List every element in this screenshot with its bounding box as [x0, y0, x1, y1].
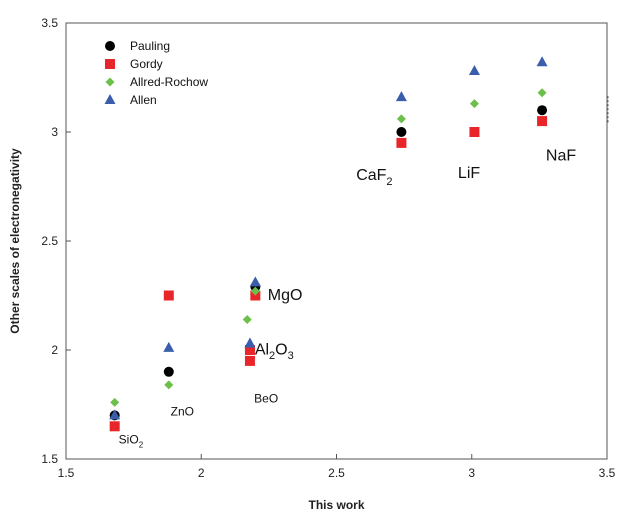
compound-label: CaF2 — [356, 167, 392, 188]
legend-marker — [104, 94, 116, 104]
x-tick-label: 2.5 — [328, 466, 345, 480]
legend: Pauling Gordy Allred-Rochow Allen — [104, 39, 208, 107]
data-point — [244, 337, 256, 348]
y-tick-label: 2 — [51, 343, 58, 357]
data-point — [163, 341, 175, 352]
data-point — [396, 137, 407, 148]
data-point — [396, 127, 407, 137]
data-point — [537, 116, 548, 127]
legend-marker — [105, 41, 115, 51]
y-tick-label: 3.5 — [41, 16, 58, 30]
series-gordy — [109, 116, 548, 432]
y-axis-title: Other scales of electronegativity — [8, 148, 22, 334]
x-axis: 1.5 2 2.5 3 3.5 — [58, 454, 616, 480]
series-allred-rochow — [110, 88, 547, 407]
legend-marker — [105, 59, 115, 69]
data-point — [110, 397, 120, 407]
data-point — [469, 99, 479, 109]
compound-label: ZnO — [171, 404, 194, 418]
data-point — [469, 127, 480, 137]
data-point — [164, 380, 174, 390]
legend-label: Pauling — [130, 39, 170, 53]
compound-label: NaF — [546, 147, 576, 164]
x-tick-label: 1.5 — [58, 466, 75, 480]
x-tick-label: 2 — [198, 466, 205, 480]
data-point — [109, 421, 120, 432]
legend-label: Gordy — [130, 57, 163, 71]
data-point — [244, 355, 255, 366]
data-point — [242, 314, 252, 324]
compound-label: Al2O3 — [255, 341, 294, 362]
data-point — [163, 290, 174, 301]
data-point — [250, 286, 260, 296]
legend-marker — [105, 77, 115, 87]
data-points — [109, 56, 548, 432]
y-axis: 1.5 2 2.5 3 3.5 — [41, 16, 71, 466]
x-axis-title: This work — [308, 498, 364, 512]
x-tick-label: 3.5 — [599, 466, 616, 480]
data-point — [163, 366, 174, 377]
data-point — [109, 409, 121, 420]
legend-label: Allen — [130, 93, 157, 107]
compound-label: BeO — [254, 391, 278, 405]
series-pauling — [109, 105, 548, 421]
legend-label: Allred-Rochow — [130, 75, 208, 89]
x-tick-label: 3 — [468, 466, 475, 480]
data-point — [395, 91, 407, 102]
y-tick-label: 1.5 — [41, 452, 58, 466]
data-point — [537, 105, 548, 116]
compound-label: MgO — [268, 287, 303, 304]
data-point — [468, 64, 480, 75]
compound-label: SiO2 — [119, 433, 144, 450]
y-tick-label: 2.5 — [41, 234, 58, 248]
data-point — [537, 88, 547, 98]
compound-labels: SiO2 ZnO BeO Al2O3 MgO CaF2 LiF NaF — [119, 147, 577, 449]
series-allen — [109, 56, 548, 420]
data-point — [536, 56, 548, 67]
data-point — [396, 114, 406, 124]
data-point — [249, 276, 261, 287]
data-point — [244, 345, 255, 355]
y-tick-label: 3 — [51, 125, 58, 139]
compound-label: LiF — [458, 165, 480, 182]
